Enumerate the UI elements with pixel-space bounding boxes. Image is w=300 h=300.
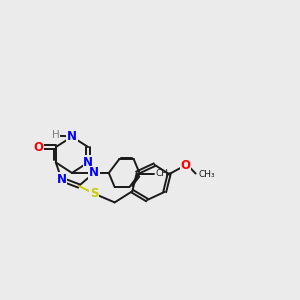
Text: N: N: [57, 173, 67, 186]
Text: H: H: [52, 130, 60, 140]
Text: N: N: [67, 130, 77, 143]
Text: CH₃: CH₃: [156, 169, 172, 178]
Text: O: O: [33, 141, 43, 154]
Text: S: S: [90, 187, 98, 200]
Text: O: O: [180, 159, 190, 172]
Text: N: N: [89, 167, 99, 179]
Text: N: N: [83, 156, 93, 169]
Text: CH₃: CH₃: [199, 169, 215, 178]
